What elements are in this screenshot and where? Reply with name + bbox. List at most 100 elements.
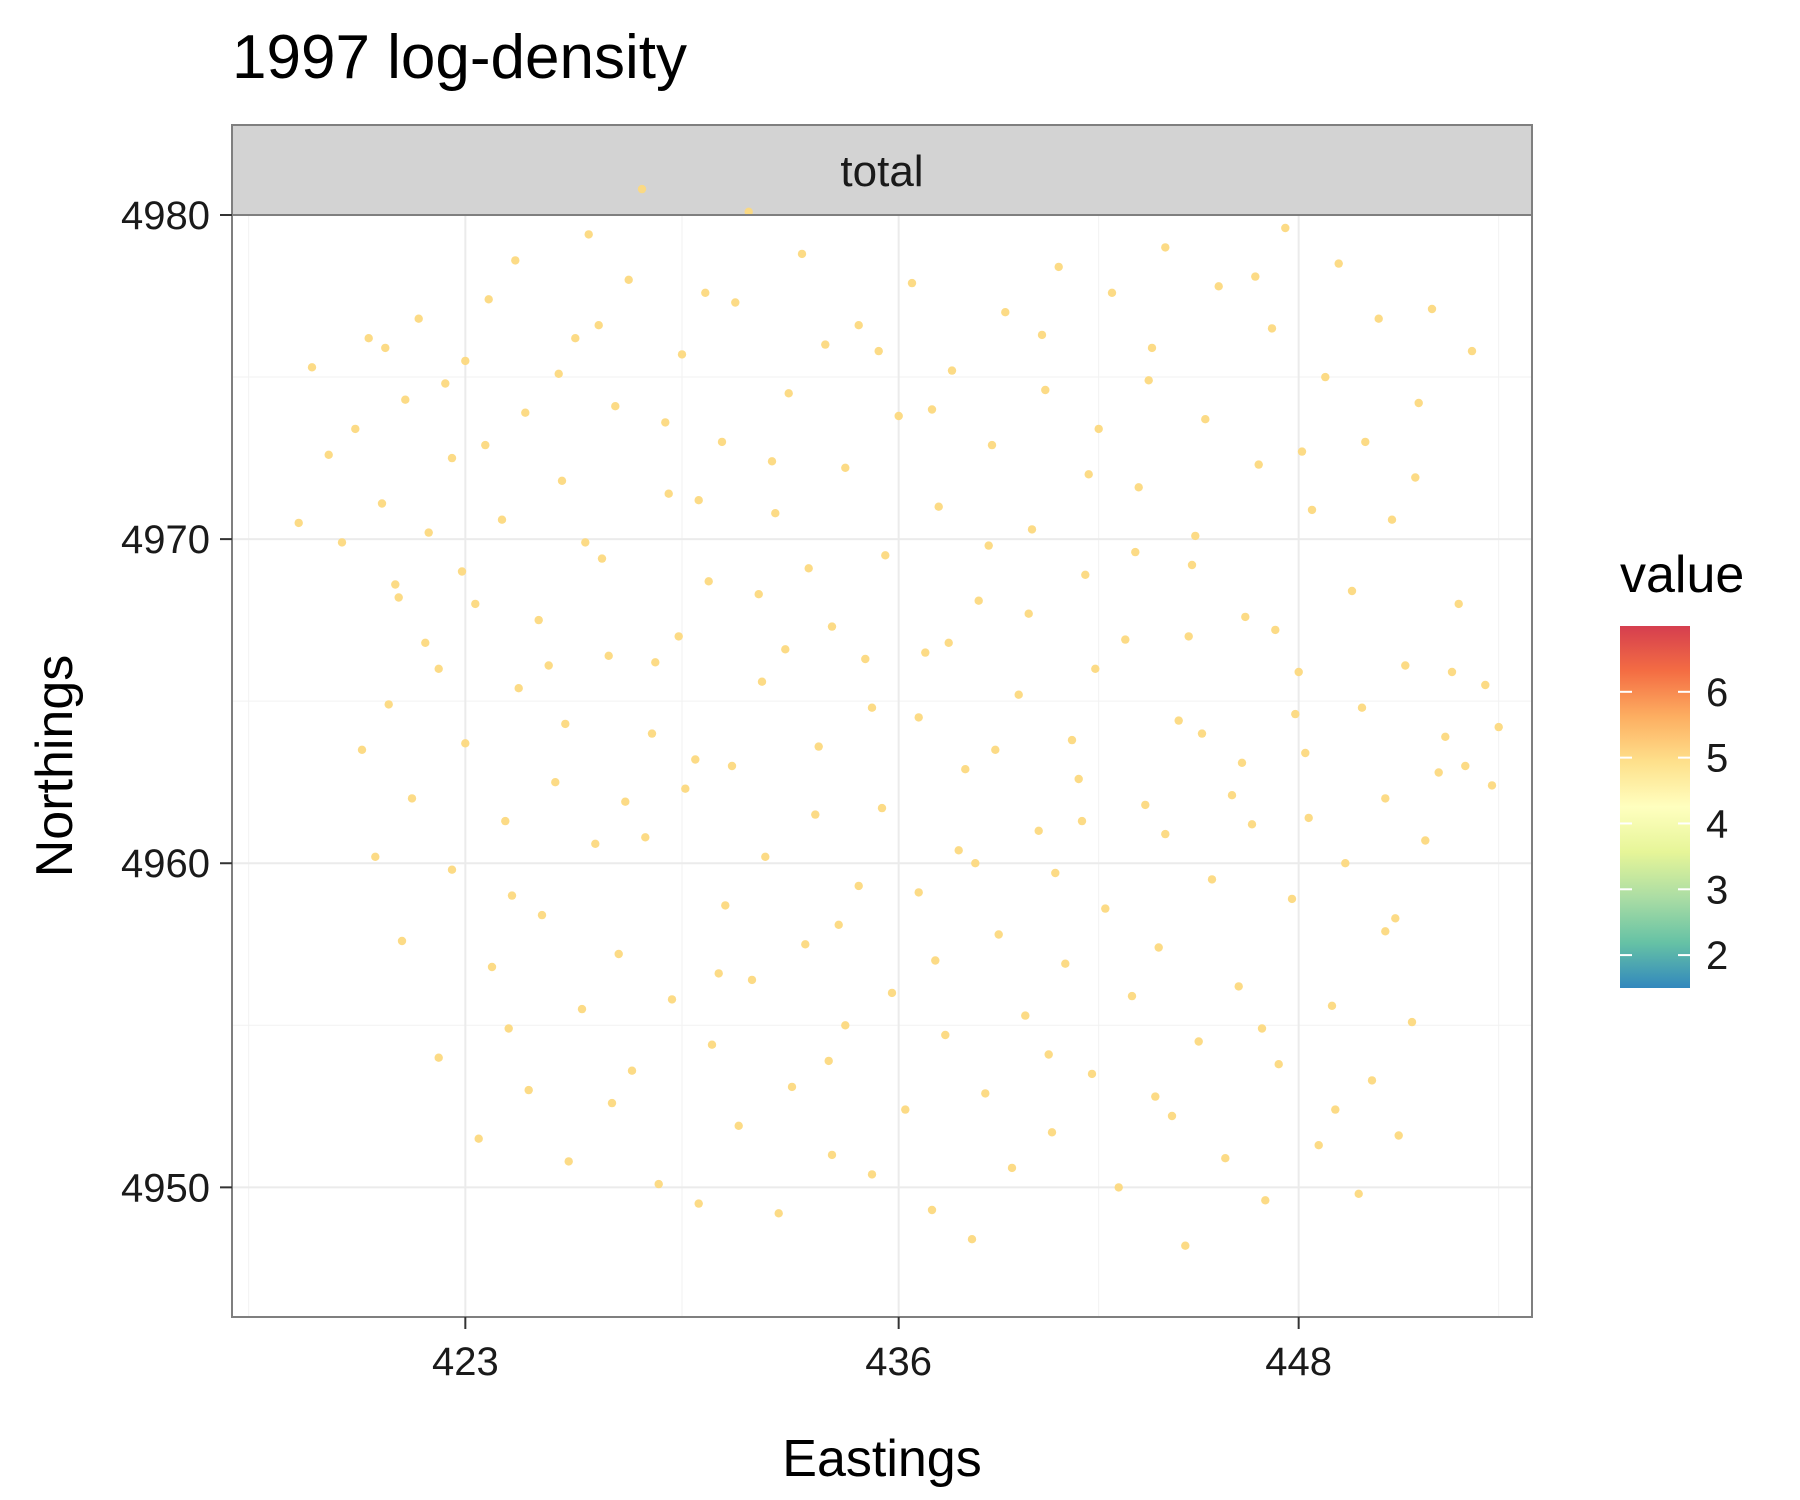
data-point [694,496,703,505]
data-point [767,457,777,466]
data-point [1494,722,1503,732]
data-point [1014,690,1023,699]
data-point [1261,1196,1270,1205]
data-point [337,538,347,547]
data-point [1054,262,1063,272]
data-point [1174,716,1183,725]
data-point [597,554,607,563]
data-point [1101,904,1110,913]
data-point [324,450,333,459]
data-point [1251,272,1260,281]
data-point [781,645,790,654]
data-point [747,975,757,985]
data-point [414,314,423,323]
data-point [834,920,843,929]
data-point [1227,791,1237,800]
data-point [984,541,993,550]
data-point [784,389,793,398]
data-point [694,1199,703,1208]
data-point [774,1209,783,1218]
data-point [1361,437,1370,447]
data-point [434,664,443,673]
data-point [1421,836,1430,845]
data-point [551,778,560,787]
data-point [667,995,677,1004]
data-point [661,418,670,427]
data-point [771,509,780,518]
x-axis-title: Eastings [782,1430,981,1488]
facet-strip [231,124,1533,216]
data-point [1187,560,1197,570]
data-point [581,538,590,547]
color-legend: value 2 3 4 5 6 [1620,546,1744,988]
data-point [967,1235,977,1244]
data-point [561,719,570,729]
data-point [534,615,543,625]
data-point [677,350,687,359]
data-point [814,742,823,751]
data-point [1407,1017,1417,1027]
data-point [797,249,807,259]
data-point [384,700,393,709]
data-point [621,797,630,806]
data-point [1327,1001,1337,1010]
data-point [1084,470,1093,479]
data-point [1271,625,1280,635]
data-point [1467,346,1477,356]
data-point [1214,282,1223,291]
legend-title: value [1620,546,1744,604]
data-point [1257,1024,1267,1033]
data-point [1304,813,1313,823]
data-point [811,810,820,819]
y-tick-label: 4980 [121,194,210,238]
data-point [461,356,470,366]
data-point [1287,894,1297,904]
data-point [1357,703,1367,712]
data-point [1427,304,1437,314]
legend-ticks: 2 3 4 5 6 [1620,671,1728,978]
data-point [704,577,713,586]
legend-label: 4 [1706,802,1728,846]
data-point [511,256,520,265]
data-point [424,528,433,537]
data-point [961,765,970,774]
data-point [971,859,980,868]
data-point [1087,1069,1097,1079]
data-point [1234,982,1243,991]
data-point [674,632,683,641]
data-point [537,910,547,920]
data-point [1094,424,1103,434]
legend-colorbar [1620,626,1690,988]
x-tick-label: 448 [1265,1340,1332,1384]
data-point [1127,991,1137,1001]
data-point [461,739,470,748]
panel-border [231,214,1533,1318]
data-point [637,184,647,194]
data-point [521,408,530,417]
data-point [987,440,997,450]
data-point [1061,959,1070,968]
data-point [371,852,380,861]
data-point [1047,1128,1057,1137]
data-point [571,334,580,343]
data-point [471,599,480,609]
data-point [1067,735,1077,745]
data-point [914,888,923,897]
data-point [1151,1092,1160,1101]
data-point [474,1134,483,1143]
data-point [447,453,457,463]
data-point [1291,709,1300,719]
legend-label: 2 [1706,934,1728,978]
data-point [381,343,390,353]
data-point [874,346,883,356]
data-point [1201,415,1210,424]
data-point [1331,1105,1340,1114]
legend-label: 5 [1706,737,1728,781]
data-point [707,1040,717,1049]
data-point [481,440,490,450]
data-point [1167,1111,1177,1121]
data-point [1434,768,1443,777]
data-point [524,1085,533,1095]
y-axis: 4950 4960 4970 4980 [121,194,232,1210]
